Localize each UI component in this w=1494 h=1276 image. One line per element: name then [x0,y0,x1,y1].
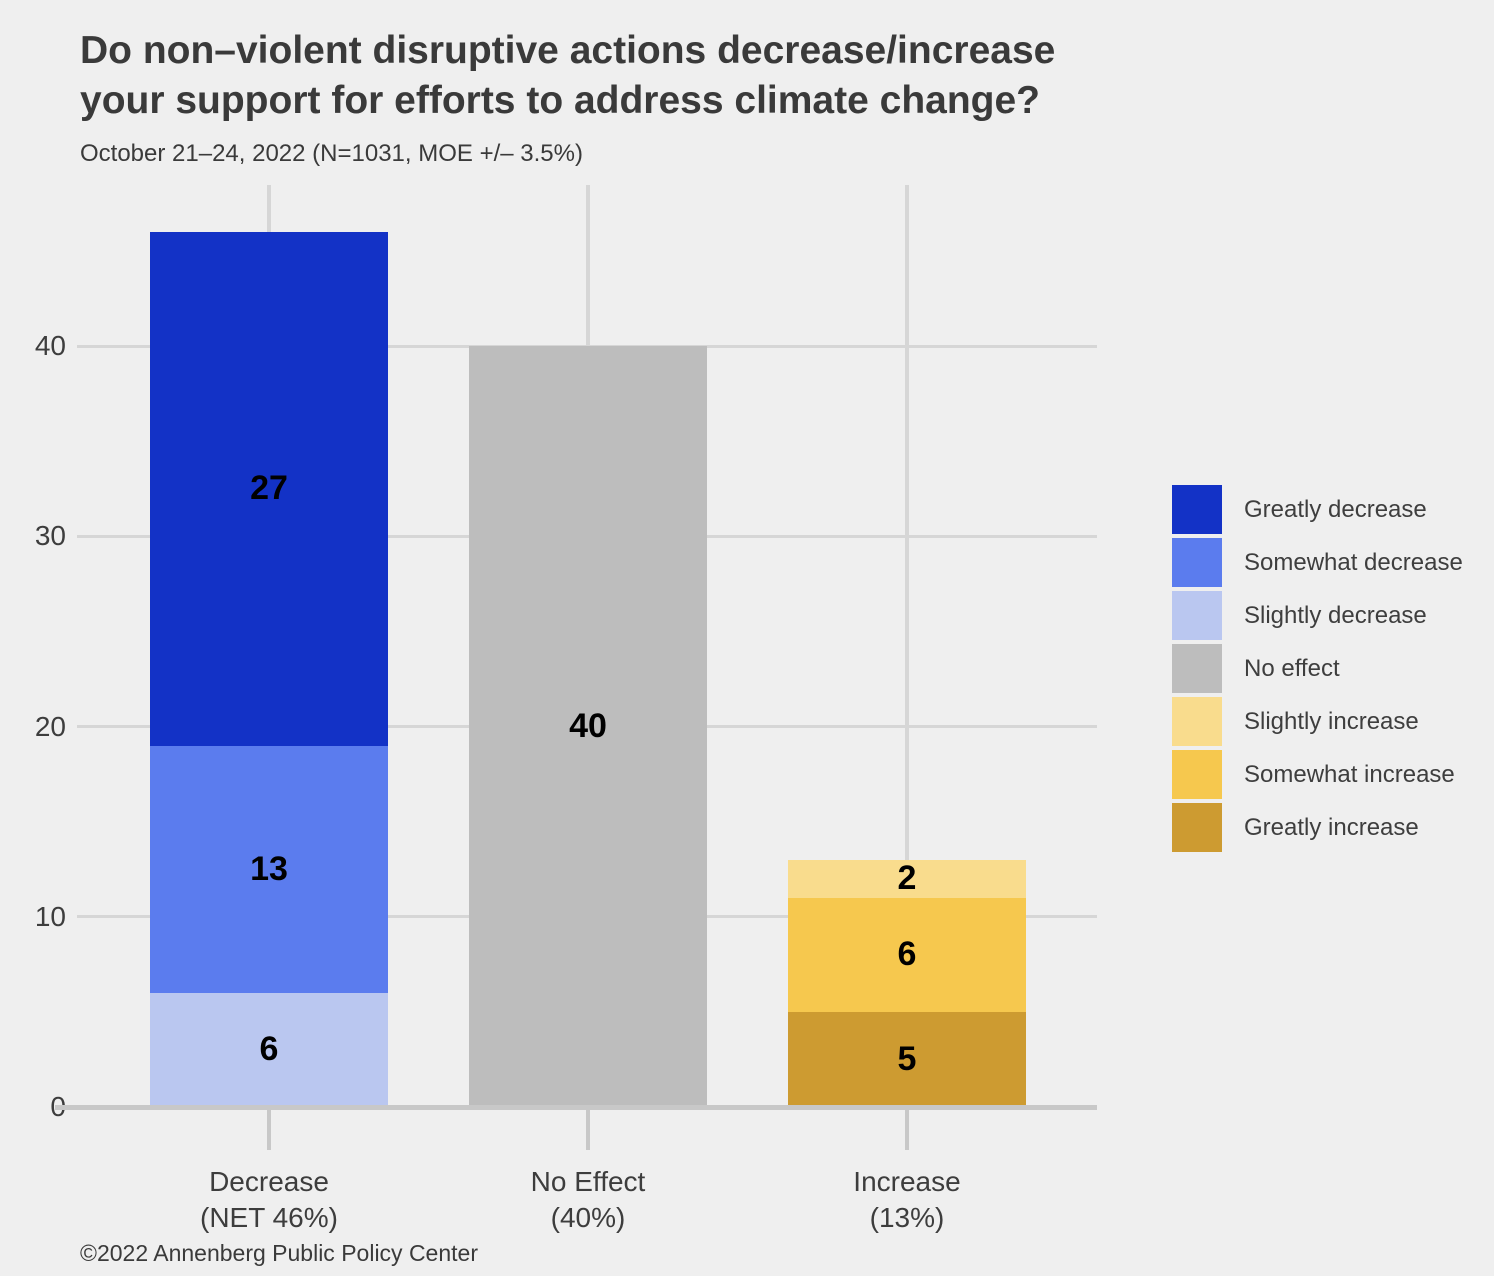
bar-value-label: 2 [897,859,917,898]
bar-segment: 5 [788,1011,1026,1107]
legend-label: Somewhat decrease [1244,548,1463,576]
category-label: Decrease (NET 46%) [200,1166,338,1233]
bar-value-label: 5 [897,1039,917,1078]
legend-item: No effect [1172,644,1463,693]
bar-segment: 2 [788,859,1026,898]
legend-label: Greatly increase [1244,813,1419,841]
chart-subtitle: October 21–24, 2022 (N=1031, MOE +/– 3.5… [80,140,583,167]
bar-value-label: 27 [250,469,288,508]
legend-item: Somewhat decrease [1172,538,1463,587]
legend-swatch [1172,591,1222,640]
x-tick [905,1110,909,1150]
legend-swatch [1172,538,1222,587]
x-axis-line [55,1105,1097,1110]
legend-label: No effect [1244,654,1340,682]
bar-segment: 6 [150,992,388,1107]
v-gridline [905,185,909,1107]
legend-swatch [1172,803,1222,852]
x-tick [267,1110,271,1150]
legend-item: Greatly increase [1172,803,1463,852]
y-tick-label: 30 [34,520,66,552]
legend-label: Somewhat increase [1244,760,1455,788]
legend-swatch [1172,697,1222,746]
legend-item: Somewhat increase [1172,750,1463,799]
category-label: No Effect (40%) [530,1166,646,1233]
bar-value-label: 13 [250,849,288,888]
y-tick-label: 10 [34,900,66,932]
copyright-credit: ©2022 Annenberg Public Policy Center [80,1240,478,1266]
bar-value-label: 6 [897,935,917,974]
legend-label: Slightly increase [1244,707,1419,735]
bar-value-label: 6 [259,1030,279,1069]
legend-label: Greatly decrease [1244,495,1427,523]
category-label: Increase (13%) [853,1166,961,1233]
bar-segment: 13 [150,745,388,993]
legend-item: Greatly decrease [1172,485,1463,534]
legend: Greatly decrease Somewhat decrease Slightl… [1172,485,1463,856]
legend-item: Slightly increase [1172,697,1463,746]
bar-value-label: 40 [569,707,607,745]
bar-segment: 27 [150,231,388,746]
legend-swatch [1172,750,1222,799]
legend-swatch [1172,644,1222,693]
chart-title: Do non–violent disruptive actions decrea… [80,29,1056,122]
y-tick-label: 20 [34,710,66,742]
bar-segment: 6 [788,897,1026,1012]
bar-segment: 40 [469,346,707,1107]
legend-swatch [1172,485,1222,534]
legend-item: Slightly decrease [1172,591,1463,640]
y-tick-label: 40 [34,330,66,361]
x-tick [586,1110,590,1150]
legend-label: Slightly decrease [1244,601,1427,629]
